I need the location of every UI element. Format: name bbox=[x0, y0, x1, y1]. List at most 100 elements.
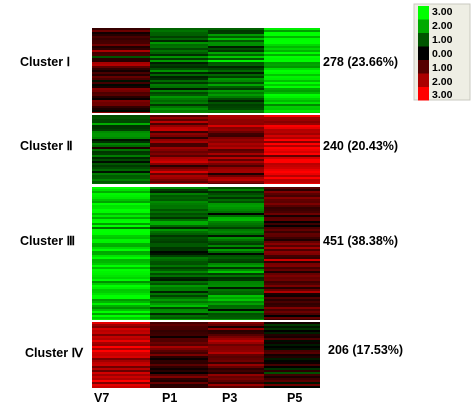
heatmap-cell bbox=[92, 189, 150, 191]
heatmap-cell bbox=[264, 336, 320, 338]
heatmap-cell bbox=[264, 317, 320, 319]
legend-tick-label: 1.00 bbox=[432, 62, 453, 74]
heatmap-cell bbox=[264, 217, 320, 219]
heatmap-cell bbox=[264, 328, 320, 330]
heatmap-cell bbox=[92, 175, 150, 177]
heatmap-cell bbox=[208, 322, 264, 324]
heatmap-cell bbox=[92, 129, 150, 131]
heatmap-cell bbox=[150, 127, 208, 129]
heatmap-cell bbox=[208, 167, 264, 169]
heatmap-cell bbox=[150, 82, 208, 84]
heatmap-cell bbox=[208, 181, 264, 183]
heatmap-cell bbox=[208, 352, 264, 354]
heatmap-cell bbox=[264, 291, 320, 293]
heatmap-cell bbox=[208, 143, 264, 145]
heatmap-cell bbox=[264, 366, 320, 368]
heatmap-cell bbox=[264, 263, 320, 265]
heatmap-cell bbox=[208, 191, 264, 193]
heatmap-cell bbox=[92, 241, 150, 243]
heatmap-cell bbox=[150, 117, 208, 119]
heatmap-cell bbox=[92, 161, 150, 163]
heatmap-cell bbox=[92, 255, 150, 257]
heatmap-cell bbox=[92, 50, 150, 52]
heatmap-cell bbox=[150, 209, 208, 211]
heatmap-cell bbox=[150, 133, 208, 135]
heatmap-cell bbox=[150, 189, 208, 191]
heatmap-cell bbox=[92, 32, 150, 34]
heatmap-cell bbox=[208, 348, 264, 350]
heatmap-cell bbox=[150, 235, 208, 237]
heatmap-cell bbox=[92, 382, 150, 384]
heatmap-cell bbox=[208, 225, 264, 227]
heatmap-cell bbox=[92, 197, 150, 199]
heatmap-cell bbox=[264, 40, 320, 42]
heatmap-cell bbox=[264, 251, 320, 253]
heatmap-cell bbox=[208, 94, 264, 96]
heatmap-cell bbox=[150, 169, 208, 171]
heatmap-cell bbox=[264, 249, 320, 251]
heatmap-cell bbox=[150, 205, 208, 207]
heatmap-cell bbox=[208, 112, 264, 113]
heatmap-cell bbox=[208, 153, 264, 155]
heatmap-cell bbox=[92, 267, 150, 269]
heatmap-cell bbox=[264, 141, 320, 143]
heatmap-cell bbox=[208, 129, 264, 131]
heatmap-cell bbox=[264, 151, 320, 153]
heatmap-cell bbox=[150, 301, 208, 303]
heatmap-cell bbox=[208, 56, 264, 58]
heatmap-cell bbox=[208, 313, 264, 315]
heatmap-cell bbox=[208, 64, 264, 66]
heatmap-cell bbox=[208, 193, 264, 195]
heatmap-cell bbox=[92, 317, 150, 319]
heatmap-cell bbox=[150, 358, 208, 360]
heatmap-cell bbox=[264, 74, 320, 76]
heatmap-cell bbox=[264, 135, 320, 137]
heatmap-cell bbox=[208, 28, 264, 30]
heatmap-cell bbox=[92, 384, 150, 386]
heatmap-cell bbox=[208, 253, 264, 255]
heatmap-cell bbox=[92, 362, 150, 364]
heatmap-cell bbox=[208, 332, 264, 334]
heatmap-cell bbox=[264, 191, 320, 193]
heatmap-cell bbox=[150, 115, 208, 117]
cluster-label: Cluster Ⅰ bbox=[20, 55, 70, 69]
heatmap-cell bbox=[150, 199, 208, 201]
heatmap-cell bbox=[150, 62, 208, 64]
heatmap-cell bbox=[264, 177, 320, 179]
heatmap-cell bbox=[150, 112, 208, 113]
heatmap-cell bbox=[92, 354, 150, 356]
heatmap-cell bbox=[208, 84, 264, 86]
heatmap-cell bbox=[264, 28, 320, 30]
heatmap-cell bbox=[92, 70, 150, 72]
heatmap-cell bbox=[208, 376, 264, 378]
legend-ticks: 3.00 2.00 1.00 0.00 1.00 2.00 3.00 bbox=[432, 6, 453, 101]
legend-tick-label: 3.00 bbox=[432, 6, 453, 18]
heatmap-cell bbox=[208, 328, 264, 330]
legend-tick-label: 2.00 bbox=[432, 76, 453, 88]
heatmap-cell bbox=[264, 165, 320, 167]
heatmap-cell bbox=[208, 90, 264, 92]
heatmap-cell bbox=[92, 72, 150, 74]
heatmap-cell bbox=[92, 334, 150, 336]
heatmap-cell bbox=[264, 295, 320, 297]
heatmap-cell bbox=[208, 183, 264, 184]
heatmap-cell bbox=[264, 205, 320, 207]
heatmap-cell bbox=[208, 189, 264, 191]
heatmap-cell bbox=[264, 44, 320, 46]
heatmap-cell bbox=[264, 305, 320, 307]
heatmap-cell bbox=[264, 311, 320, 313]
heatmap-cell bbox=[208, 344, 264, 346]
heatmap-cell bbox=[264, 293, 320, 295]
heatmap-cell bbox=[150, 370, 208, 372]
heatmap-cell bbox=[150, 237, 208, 239]
heatmap-cell bbox=[150, 348, 208, 350]
heatmap-cell bbox=[208, 110, 264, 112]
column-label: P3 bbox=[222, 391, 237, 405]
heatmap-cell bbox=[208, 151, 264, 153]
heatmap-cell bbox=[92, 159, 150, 161]
heatmap-cell bbox=[92, 102, 150, 104]
heatmap-cell bbox=[92, 364, 150, 366]
heatmap-cell bbox=[264, 231, 320, 233]
heatmap-cell bbox=[92, 30, 150, 32]
heatmap-cell bbox=[150, 326, 208, 328]
